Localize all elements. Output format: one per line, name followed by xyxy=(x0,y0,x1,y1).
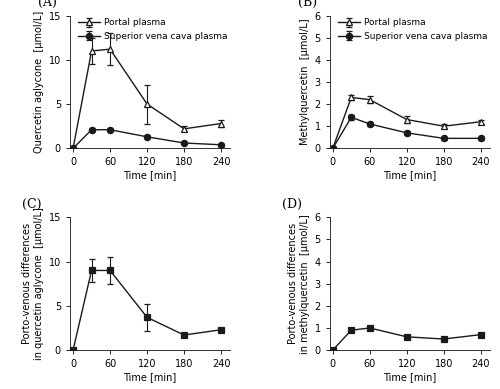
X-axis label: Time [min]: Time [min] xyxy=(383,170,436,180)
Y-axis label: Porto-venous differences
in quercetin aglycone  [μmol/L]: Porto-venous differences in quercetin ag… xyxy=(22,207,44,360)
Legend: Portal plasma, Superior vena cava plasma: Portal plasma, Superior vena cava plasma xyxy=(77,18,229,42)
Text: (C): (C) xyxy=(22,198,42,211)
Y-axis label: Methylquercetin  [μmol/L]: Methylquercetin [μmol/L] xyxy=(300,19,310,145)
X-axis label: Time [min]: Time [min] xyxy=(124,372,177,382)
X-axis label: Time [min]: Time [min] xyxy=(124,170,177,180)
Text: (B): (B) xyxy=(298,0,317,9)
Legend: Portal plasma, Superior vena cava plasma: Portal plasma, Superior vena cava plasma xyxy=(336,18,488,42)
X-axis label: Time [min]: Time [min] xyxy=(383,372,436,382)
Y-axis label: Porto-venous differences
in methylquercetin  [μmol/L]: Porto-venous differences in methylquerce… xyxy=(288,214,310,354)
Text: (A): (A) xyxy=(38,0,57,9)
Text: (D): (D) xyxy=(282,198,302,211)
Y-axis label: Quercetin aglycone  [μmol/L]: Quercetin aglycone [μmol/L] xyxy=(34,11,44,153)
